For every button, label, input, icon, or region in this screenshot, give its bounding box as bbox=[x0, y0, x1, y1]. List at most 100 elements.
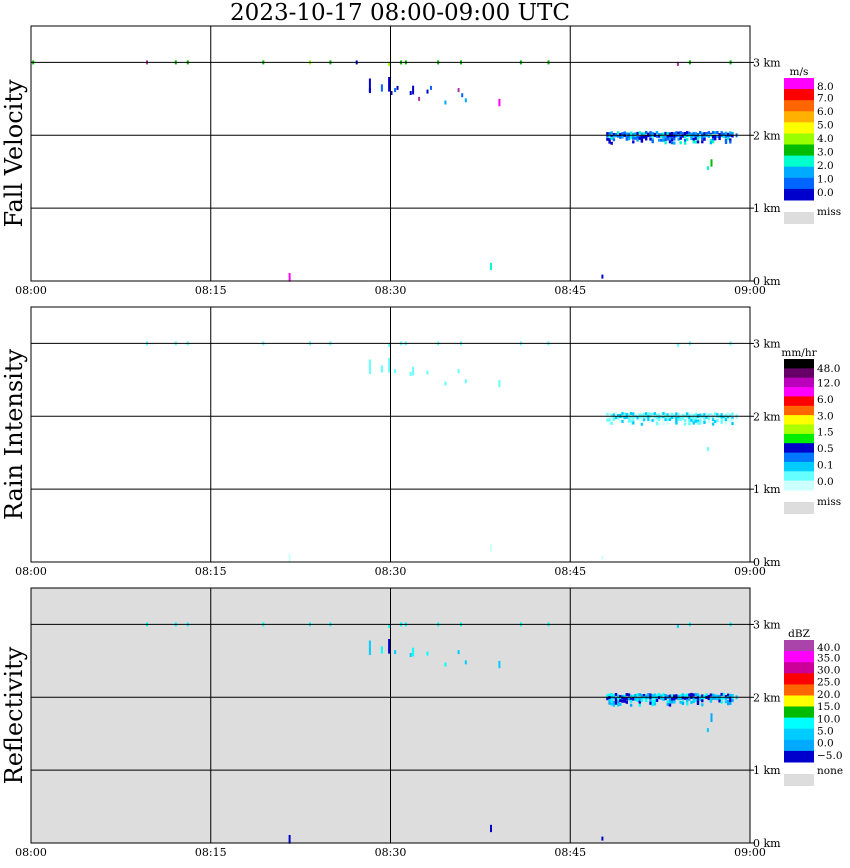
echo-cell bbox=[688, 419, 691, 423]
legend-swatch bbox=[784, 461, 814, 472]
echo-cell bbox=[612, 133, 616, 136]
legend-swatch bbox=[784, 673, 814, 685]
echo-cell bbox=[694, 698, 697, 702]
echo-cell bbox=[653, 416, 657, 420]
panel-fall-velocity: 0 km 1 km 2 km 3 km 08:00 08:15 08:30 08:45 09:0… bbox=[0, 25, 841, 297]
echo-cell bbox=[714, 419, 717, 423]
legend-swatch bbox=[784, 144, 814, 157]
echo-cell bbox=[636, 416, 639, 420]
echo-cell bbox=[608, 140, 611, 144]
echo-cell bbox=[642, 135, 646, 139]
echo-cell bbox=[701, 699, 704, 703]
echo-cell bbox=[701, 696, 704, 700]
echo-cell bbox=[636, 693, 639, 697]
echo-cell bbox=[610, 415, 613, 419]
echo-cell bbox=[722, 132, 726, 136]
echo-cell bbox=[660, 696, 663, 700]
echo-cell bbox=[683, 422, 687, 426]
echo-cell bbox=[632, 412, 635, 416]
echo-cell bbox=[675, 694, 678, 698]
echo-cell bbox=[681, 416, 685, 420]
echo-cell bbox=[709, 141, 713, 145]
echo-cell bbox=[707, 417, 710, 420]
echo-cell bbox=[679, 694, 682, 698]
echo-cell bbox=[627, 697, 631, 701]
echo-cell bbox=[610, 413, 613, 417]
echo-cell bbox=[634, 136, 637, 140]
echo-cell bbox=[621, 419, 624, 423]
echo-cell bbox=[632, 419, 635, 423]
echo-cell bbox=[673, 132, 676, 136]
echo-cell bbox=[668, 140, 672, 144]
echo-cell bbox=[696, 421, 700, 425]
echo-cell bbox=[711, 413, 715, 417]
echo-cell bbox=[727, 137, 730, 141]
echo-cell bbox=[724, 695, 728, 698]
y-tick-label: 2 km bbox=[753, 129, 781, 142]
echo-cell bbox=[720, 692, 723, 696]
echo-cell bbox=[696, 419, 700, 423]
echo-cell bbox=[686, 412, 689, 416]
legend-swatch bbox=[784, 651, 814, 663]
echo-cell bbox=[608, 134, 611, 138]
plot-frame bbox=[30, 25, 751, 282]
echo-cell bbox=[727, 134, 730, 138]
legend-label: 30.0 bbox=[817, 665, 840, 677]
legend-miss-swatch bbox=[784, 212, 814, 224]
y-axis-label: Reflectivity bbox=[0, 646, 28, 784]
legend-swatch bbox=[784, 89, 814, 101]
echo-cell bbox=[621, 696, 624, 700]
echo-cell bbox=[662, 418, 665, 421]
echo-cell bbox=[668, 694, 672, 698]
echo-cell bbox=[703, 137, 706, 141]
echo-cell bbox=[409, 91, 412, 95]
echo-cell bbox=[718, 697, 721, 701]
echo-cell bbox=[388, 358, 391, 373]
echo-cell bbox=[649, 412, 652, 416]
echo-cell bbox=[692, 140, 695, 144]
y-tick-label: 1 km bbox=[753, 202, 781, 215]
echo-cell bbox=[714, 135, 717, 139]
echo-cell bbox=[617, 416, 620, 420]
echo-cell bbox=[724, 700, 728, 704]
echo-cell bbox=[692, 696, 695, 700]
echo-cell bbox=[686, 697, 689, 701]
echo-cell bbox=[390, 91, 393, 95]
legend-swatch bbox=[784, 415, 814, 425]
echo-cell bbox=[688, 693, 691, 697]
echo-cell bbox=[608, 701, 611, 705]
echo-cell bbox=[714, 131, 717, 135]
legend-label: 0.0 bbox=[817, 476, 834, 488]
echo-cell bbox=[701, 413, 704, 417]
echo-cell bbox=[653, 699, 657, 703]
y-tick-label: 0 km bbox=[753, 556, 781, 569]
legend-label: 7.0 bbox=[817, 92, 834, 104]
echo-cell bbox=[608, 132, 611, 136]
echo-cell bbox=[619, 702, 622, 706]
echo-cell bbox=[396, 85, 399, 90]
echo-cell bbox=[655, 696, 659, 700]
legend-label: 15.0 bbox=[817, 701, 840, 713]
echo-cell bbox=[634, 132, 637, 136]
echo-cell bbox=[394, 369, 397, 374]
echo-cell bbox=[651, 140, 654, 144]
echo-cell bbox=[426, 651, 429, 656]
echo-cell bbox=[464, 98, 467, 103]
echo-cell bbox=[696, 699, 700, 703]
echo-cell bbox=[666, 413, 669, 417]
legend-swatch bbox=[784, 443, 814, 454]
echo-cell bbox=[729, 419, 732, 423]
y-tick-label: 3 km bbox=[753, 56, 781, 69]
legend-label: 8.0 bbox=[817, 81, 834, 93]
echo-cell bbox=[679, 700, 682, 704]
y-tick-label: 1 km bbox=[753, 764, 781, 777]
legend-miss-label: none bbox=[817, 765, 843, 777]
echo-cell bbox=[627, 416, 631, 420]
echo-cell bbox=[647, 412, 650, 416]
echo-cell bbox=[649, 131, 652, 135]
echo-cell bbox=[699, 419, 702, 423]
echo-cell bbox=[614, 411, 618, 415]
echo-cell bbox=[670, 697, 674, 701]
echo-cell bbox=[651, 134, 654, 138]
echo-cell bbox=[694, 135, 697, 139]
